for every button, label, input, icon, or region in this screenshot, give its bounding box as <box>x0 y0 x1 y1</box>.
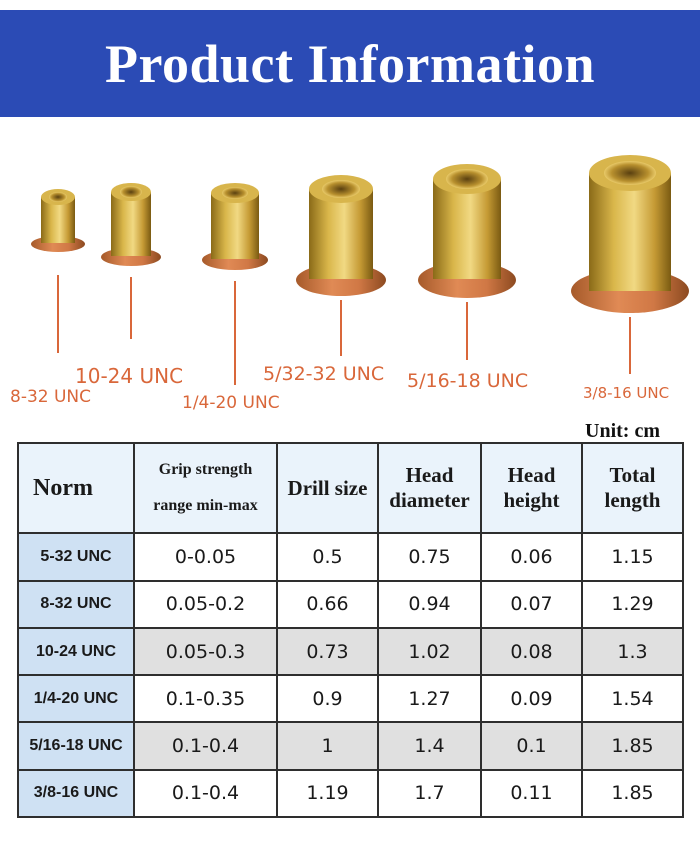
drill-size-cell: 1.19 <box>276 768 379 819</box>
grip-cell: 0.1-0.35 <box>133 674 278 724</box>
callout-line <box>466 302 468 360</box>
head-diameter-cell: 0.75 <box>377 532 482 582</box>
rivet-nut-1-4-20-image <box>202 183 268 270</box>
col-header-norm: Norm <box>17 441 135 535</box>
rivet-nut-5-16-18-image <box>418 164 516 298</box>
head-height-line1: Head <box>507 463 556 488</box>
grip-line2: range min-max <box>153 497 258 515</box>
norm-cell: 8-32 UNC <box>17 579 135 629</box>
size-label-3-8-16: 3/8-16 UNC <box>583 384 670 402</box>
callout-line <box>130 277 132 339</box>
callout-line <box>340 300 342 356</box>
table-row: 5/16-18 UNC 0.1-0.4 1 1.4 0.1 1.85 <box>17 721 684 771</box>
size-label-10-24: 10-24 UNC <box>75 364 184 388</box>
col-header-head-diameter: Head diameter <box>377 441 482 535</box>
table-row: 8-32 UNC 0.05-0.2 0.66 0.94 0.07 1.29 <box>17 579 684 629</box>
norm-cell: 5-32 UNC <box>17 532 135 582</box>
head-height-cell: 0.08 <box>480 626 583 677</box>
rivet-nut-3-8-16-image <box>571 155 689 313</box>
table-row: 3/8-16 UNC 0.1-0.4 1.19 1.7 0.11 1.85 <box>17 768 684 819</box>
col-header-head-height: Head height <box>480 441 583 535</box>
table-row: 10-24 UNC 0.05-0.3 0.73 1.02 0.08 1.3 <box>17 626 684 677</box>
drill-size-cell: 1 <box>276 721 379 771</box>
norm-cell: 1/4-20 UNC <box>17 674 135 724</box>
head-height-cell: 0.07 <box>480 579 583 629</box>
norm-cell: 10-24 UNC <box>17 626 135 677</box>
total-length-cell: 1.3 <box>581 626 684 677</box>
head-height-line2: height <box>503 488 560 513</box>
total-length-line1: Total <box>609 463 656 488</box>
total-length-cell: 1.85 <box>581 768 684 819</box>
grip-cell: 0.05-0.3 <box>133 626 278 677</box>
callout-line <box>57 275 59 353</box>
spec-table: Norm Grip strength range min-max Drill s… <box>17 441 684 819</box>
grip-line1: Grip strength <box>158 461 253 479</box>
table-header-row: Norm Grip strength range min-max Drill s… <box>17 441 684 535</box>
rivet-nut-5-32-32-image <box>296 175 386 296</box>
total-length-cell: 1.85 <box>581 721 684 771</box>
total-length-line2: length <box>604 488 661 513</box>
drill-size-cell: 0.5 <box>276 532 379 582</box>
head-diameter-cell: 0.94 <box>377 579 482 629</box>
head-diameter-line1: Head <box>405 463 454 488</box>
callout-line <box>234 281 236 385</box>
grip-cell: 0.1-0.4 <box>133 721 278 771</box>
size-label-1-4-20: 1/4-20 UNC <box>182 393 280 413</box>
col-header-drill-size: Drill size <box>276 441 379 535</box>
size-label-5-16-18: 5/16-18 UNC <box>407 370 529 392</box>
head-diameter-cell: 1.4 <box>377 721 482 771</box>
total-length-cell: 1.54 <box>581 674 684 724</box>
total-length-cell: 1.29 <box>581 579 684 629</box>
grip-cell: 0-0.05 <box>133 532 278 582</box>
size-label-5-32-32: 5/32-32 UNC <box>263 363 385 385</box>
col-header-grip-strength: Grip strength range min-max <box>133 441 278 535</box>
rivet-nut-10-24-image <box>101 183 161 266</box>
head-diameter-cell: 1.27 <box>377 674 482 724</box>
total-length-cell: 1.15 <box>581 532 684 582</box>
grip-cell: 0.1-0.4 <box>133 768 278 819</box>
head-height-cell: 0.11 <box>480 768 583 819</box>
head-height-cell: 0.09 <box>480 674 583 724</box>
page-header: Product Information <box>0 10 700 117</box>
table-row: 5-32 UNC 0-0.05 0.5 0.75 0.06 1.15 <box>17 532 684 582</box>
head-diameter-line2: diameter <box>389 488 470 513</box>
product-images: 8-32 UNC 10-24 UNC 1/4-20 UNC 5/32-32 UN… <box>0 117 700 435</box>
drill-size-cell: 0.73 <box>276 626 379 677</box>
size-label-8-32: 8-32 UNC <box>10 387 92 407</box>
norm-cell: 3/8-16 UNC <box>17 768 135 819</box>
table-row: 1/4-20 UNC 0.1-0.35 0.9 1.27 0.09 1.54 <box>17 674 684 724</box>
drill-size-cell: 0.66 <box>276 579 379 629</box>
grip-cell: 0.05-0.2 <box>133 579 278 629</box>
head-diameter-cell: 1.7 <box>377 768 482 819</box>
col-header-total-length: Total length <box>581 441 684 535</box>
drill-size-cell: 0.9 <box>276 674 379 724</box>
head-height-cell: 0.06 <box>480 532 583 582</box>
head-diameter-cell: 1.02 <box>377 626 482 677</box>
page-title: Product Information <box>105 33 595 94</box>
unit-label: Unit: cm <box>585 420 660 442</box>
rivet-nut-8-32-image <box>31 189 85 252</box>
norm-cell: 5/16-18 UNC <box>17 721 135 771</box>
head-height-cell: 0.1 <box>480 721 583 771</box>
callout-line <box>629 317 631 374</box>
